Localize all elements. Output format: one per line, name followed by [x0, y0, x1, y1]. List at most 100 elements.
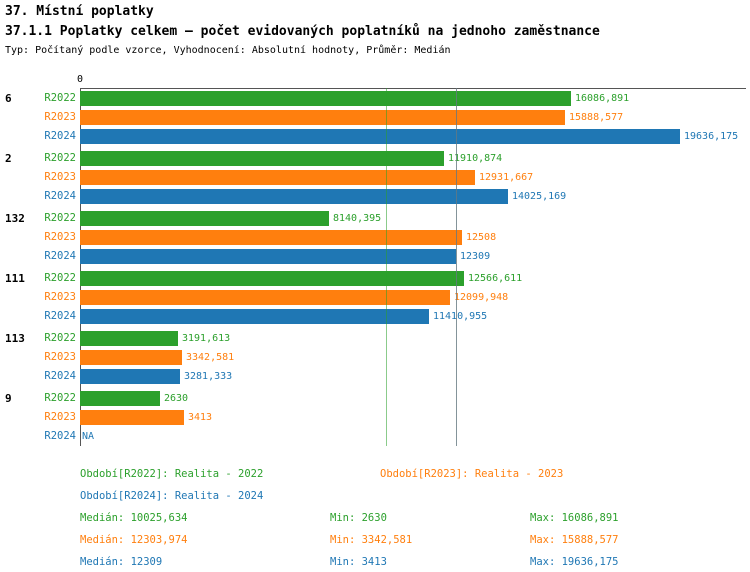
- group-label: 113: [5, 332, 25, 345]
- bar-group-2: 2 R2022 11910,874 R2023 12931,667 R2024 14025,…: [0, 149, 750, 206]
- median-line-r2022: [386, 88, 388, 446]
- series-label: R2023: [44, 291, 76, 303]
- bar-value-label: 3281,333: [184, 371, 233, 382]
- bar: [80, 129, 680, 144]
- bar-row: 132 R2022 8140,395: [0, 209, 750, 228]
- series-label: R2024: [44, 310, 76, 322]
- bar: [80, 211, 329, 226]
- series-label: R2024: [44, 190, 76, 202]
- stat-max-r2023: Max: 15888,577: [530, 534, 619, 546]
- bar-row: 9 R2022 2630: [0, 389, 750, 408]
- series-label: R2023: [44, 171, 76, 183]
- series-label: R2023: [44, 231, 76, 243]
- group-label: 9: [5, 392, 12, 405]
- series-label: R2022: [44, 332, 76, 344]
- bar-group-111: 111 R2022 12566,611 R2023 12099,948 R2024 1141…: [0, 269, 750, 326]
- bar: [80, 369, 180, 384]
- bar-value-label: 19636,175: [684, 131, 739, 142]
- bar: [80, 249, 456, 264]
- bar-value-label: NA: [82, 431, 95, 442]
- bar-row: R2023 12508: [0, 228, 750, 247]
- bar-row: R2024 11410,955: [0, 307, 750, 326]
- series-label: R2023: [44, 411, 76, 423]
- x-axis-zero-tick: 0: [76, 74, 84, 85]
- bar-value-label: 3191,613: [182, 333, 231, 344]
- bar-row: R2023 12931,667: [0, 168, 750, 187]
- bar: [80, 350, 182, 365]
- bar: [80, 189, 508, 204]
- bar: [80, 91, 571, 106]
- series-label: R2022: [44, 92, 76, 104]
- stat-max-r2022: Max: 16086,891: [530, 512, 619, 524]
- series-label: R2022: [44, 212, 76, 224]
- stat-min-r2022: Min: 2630: [330, 512, 387, 524]
- series-label: R2024: [44, 130, 76, 142]
- bar: [80, 391, 160, 406]
- x-axis-line: [80, 88, 746, 89]
- bar-group-132: 132 R2022 8140,395 R2023 12508 R2024 12309: [0, 209, 750, 266]
- stat-max-r2024: Max: 19636,175: [530, 556, 619, 568]
- bar-value-label: 12099,948: [454, 292, 509, 303]
- bar: [80, 170, 475, 185]
- series-label: R2023: [44, 351, 76, 363]
- bar-group-6: 6 R2022 16086,891 R2023 15888,577 R2024 19636,…: [0, 89, 750, 146]
- series-label: R2023: [44, 111, 76, 123]
- bar-row: R2024 19636,175: [0, 127, 750, 146]
- bar-value-label: 12508: [466, 232, 497, 243]
- group-label: 132: [5, 212, 25, 225]
- bar-value-label: 12931,667: [479, 172, 534, 183]
- bar-rows: 6 R2022 16086,891 R2023 15888,577 R2024 19636,…: [0, 89, 750, 449]
- legend-entry-r2023: Období[R2023]: Realita - 2023: [380, 468, 564, 480]
- chart-title: 37.1.1 Poplatky celkem – počet evidovaný…: [5, 24, 600, 39]
- bar-row: R2024 12309: [0, 247, 750, 266]
- bar: [80, 230, 462, 245]
- bar-chart: 0 6 R2022 16086,891 R2023 15888,577 R2024 1963…: [0, 74, 750, 449]
- bar-value-label: 2630: [164, 393, 189, 404]
- series-label: R2022: [44, 272, 76, 284]
- bar-row: R2023 3413: [0, 408, 750, 427]
- bar: [80, 110, 565, 125]
- median-line-r2024: [456, 88, 457, 446]
- bar-value-label: 3413: [188, 412, 213, 423]
- bar-row: R2023 12099,948: [0, 288, 750, 307]
- series-label: R2022: [44, 152, 76, 164]
- stat-min-r2023: Min: 3342,581: [330, 534, 413, 546]
- series-label: R2022: [44, 392, 76, 404]
- bar-value-label: 14025,169: [512, 191, 567, 202]
- bar-row: 6 R2022 16086,891: [0, 89, 750, 108]
- y-axis-line: [80, 88, 81, 446]
- group-label: 2: [5, 152, 12, 165]
- bar-value-label: 11910,874: [448, 153, 503, 164]
- bar: [80, 151, 444, 166]
- bar-value-label: 11410,955: [433, 311, 488, 322]
- series-label: R2024: [44, 370, 76, 382]
- bar: [80, 309, 429, 324]
- bar-value-label: 16086,891: [575, 93, 630, 104]
- bar-group-113: 113 R2022 3191,613 R2023 3342,581 R2024 3281,3…: [0, 329, 750, 386]
- legend-entry-r2022: Období[R2022]: Realita - 2022: [80, 468, 264, 480]
- series-label: R2024: [44, 250, 76, 262]
- stat-median-r2023: Medián: 12303,974: [80, 534, 188, 546]
- series-label: R2024: [44, 430, 76, 442]
- stat-median-r2024: Medián: 12309: [80, 556, 163, 568]
- bar-row: 113 R2022 3191,613: [0, 329, 750, 348]
- bar-value-label: 12309: [460, 251, 491, 262]
- bar: [80, 410, 184, 425]
- chart-subtitle: Typ: Počítaný podle vzorce, Vyhodnocení:…: [5, 45, 451, 56]
- bar-row: R2023 3342,581: [0, 348, 750, 367]
- bar-value-label: 15888,577: [569, 112, 624, 123]
- stat-min-r2024: Min: 3413: [330, 556, 387, 568]
- stat-median-r2022: Medián: 10025,634: [80, 512, 188, 524]
- bar-row: R2024 3281,333: [0, 367, 750, 386]
- bar: [80, 271, 464, 286]
- group-label: 6: [5, 92, 12, 105]
- bar-value-label: 3342,581: [186, 352, 235, 363]
- bar-row: 2 R2022 11910,874: [0, 149, 750, 168]
- bar-row: R2024 NA: [0, 427, 750, 446]
- page-title: 37. Místní poplatky: [5, 4, 154, 19]
- bar-value-label: 8140,395: [333, 213, 382, 224]
- legend-entry-r2024: Období[R2024]: Realita - 2024: [80, 490, 264, 502]
- group-label: 111: [5, 272, 25, 285]
- bar-row: R2023 15888,577: [0, 108, 750, 127]
- bar: [80, 331, 178, 346]
